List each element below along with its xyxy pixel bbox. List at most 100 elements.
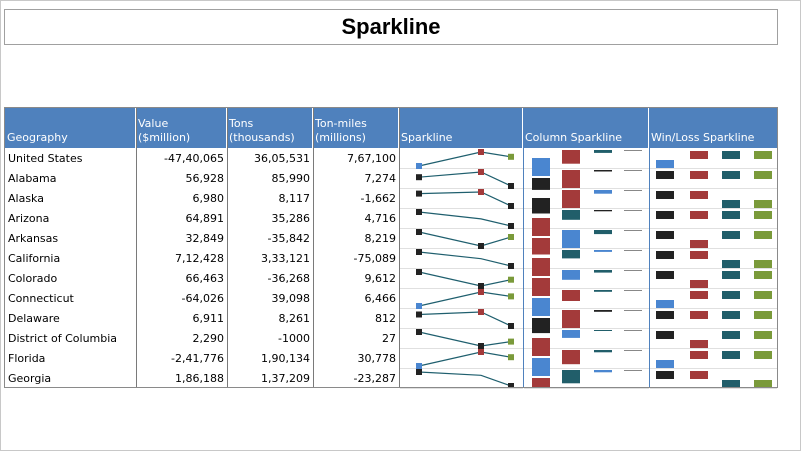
column-sparkline-bar bbox=[532, 198, 550, 214]
sparkline-marker bbox=[508, 323, 514, 329]
header-winloss-sparkline[interactable]: Win/Loss Sparkline bbox=[649, 108, 777, 148]
sparkline-row-divider bbox=[400, 168, 523, 169]
header-geography[interactable]: Geography bbox=[5, 108, 136, 148]
geography-cell[interactable]: Delaware bbox=[8, 312, 60, 325]
geography-cell[interactable]: Florida bbox=[8, 352, 46, 365]
geography-cell[interactable]: District of Columbia bbox=[8, 332, 118, 345]
sparkline-marker bbox=[416, 174, 422, 181]
sparkline-marker bbox=[508, 203, 514, 209]
tons-cell[interactable]: 1,37,209 bbox=[261, 372, 310, 385]
geography-cell[interactable]: Arkansas bbox=[8, 232, 59, 245]
sparkline-row-divider bbox=[650, 308, 777, 309]
winloss-sparkline-bar bbox=[656, 311, 674, 319]
value-cell[interactable]: -47,40,065 bbox=[164, 152, 224, 165]
geography-cell[interactable]: Alabama bbox=[8, 172, 57, 185]
winloss-sparkline-bar bbox=[656, 160, 674, 168]
table-header: Geography Value ($million) Tons (thousan… bbox=[5, 108, 777, 148]
table-row[interactable]: United States -47,40,065 36,05,531 7,67,100 bbox=[5, 149, 777, 169]
tonmiles-cell[interactable]: -1,662 bbox=[360, 192, 396, 205]
table-row[interactable]: Georgia 1,86,188 1,37,209 -23,287 bbox=[5, 369, 777, 389]
tonmiles-cell[interactable]: -75,089 bbox=[353, 252, 396, 265]
value-cell[interactable]: 1,86,188 bbox=[175, 372, 224, 385]
sparkline-row-divider bbox=[650, 388, 777, 389]
table-row[interactable]: District of Columbia 2,290 -1000 27 bbox=[5, 329, 777, 349]
value-cell[interactable]: 2,290 bbox=[192, 332, 225, 345]
table-row[interactable]: Arkansas 32,849 -35,842 8,219 bbox=[5, 229, 777, 249]
winloss-sparkline-bar bbox=[754, 380, 772, 387]
sparkline-row-divider bbox=[524, 348, 649, 349]
value-cell[interactable]: 6,980 bbox=[192, 192, 225, 205]
column-divider bbox=[227, 108, 228, 387]
winloss-sparkline-bar bbox=[690, 351, 708, 359]
tons-cell[interactable]: -36,268 bbox=[267, 272, 310, 285]
winloss-sparkline-bar bbox=[722, 260, 740, 268]
winloss-sparkline-bar bbox=[754, 260, 772, 268]
tons-cell[interactable]: -1000 bbox=[278, 332, 310, 345]
tonmiles-cell[interactable]: 7,274 bbox=[364, 172, 397, 185]
geography-cell[interactable]: Alaska bbox=[8, 192, 44, 205]
header-value[interactable]: Value ($million) bbox=[136, 108, 227, 148]
value-cell[interactable]: 32,849 bbox=[185, 232, 225, 245]
sparkline-marker bbox=[508, 223, 514, 229]
table-row[interactable]: Connecticut -64,026 39,098 6,466 bbox=[5, 289, 777, 309]
geography-cell[interactable]: Colorado bbox=[8, 272, 58, 285]
tons-cell[interactable]: 35,286 bbox=[271, 212, 311, 225]
column-sparkline-bar bbox=[532, 238, 550, 255]
tonmiles-cell[interactable]: 30,778 bbox=[357, 352, 397, 365]
tonmiles-cell[interactable]: 27 bbox=[382, 332, 396, 345]
column-sparkline-bar bbox=[532, 218, 550, 236]
table-row[interactable]: Delaware 6,911 8,261 812 bbox=[5, 309, 777, 329]
winloss-sparkline-bar bbox=[690, 240, 708, 248]
tonmiles-cell[interactable]: 4,716 bbox=[364, 212, 397, 225]
tonmiles-cell[interactable]: 8,219 bbox=[364, 232, 397, 245]
value-cell[interactable]: 7,12,428 bbox=[175, 252, 224, 265]
winloss-sparkline-bar bbox=[656, 251, 674, 259]
table-row[interactable]: Florida -2,41,776 1,90,134 30,778 bbox=[5, 349, 777, 369]
tons-cell[interactable]: -35,842 bbox=[267, 232, 310, 245]
tonmiles-cell[interactable]: 9,612 bbox=[364, 272, 397, 285]
tons-cell[interactable]: 3,33,121 bbox=[261, 252, 310, 265]
value-cell[interactable]: -2,41,776 bbox=[171, 352, 224, 365]
sparkline-row-divider bbox=[400, 228, 523, 229]
geography-cell[interactable]: California bbox=[8, 252, 61, 265]
tonmiles-cell[interactable]: 812 bbox=[375, 312, 396, 325]
table-row[interactable]: California 7,12,428 3,33,121 -75,089 bbox=[5, 249, 777, 269]
tons-cell[interactable]: 85,990 bbox=[271, 172, 311, 185]
sparkline-line bbox=[418, 311, 512, 327]
header-column-sparkline[interactable]: Column Sparkline bbox=[523, 108, 649, 148]
column-sparkline-bar bbox=[532, 298, 550, 316]
geography-cell[interactable]: Arizona bbox=[8, 212, 50, 225]
table-row[interactable]: Alaska 6,980 8,117 -1,662 bbox=[5, 189, 777, 209]
tons-cell[interactable]: 1,90,134 bbox=[261, 352, 310, 365]
column-sparkline-bar bbox=[624, 330, 642, 331]
sparkline-marker bbox=[416, 249, 422, 255]
tons-cell[interactable]: 36,05,531 bbox=[254, 152, 310, 165]
value-cell[interactable]: 64,891 bbox=[185, 212, 225, 225]
tonmiles-cell[interactable]: 6,466 bbox=[364, 292, 397, 305]
geography-cell[interactable]: United States bbox=[8, 152, 83, 165]
value-cell[interactable]: -64,026 bbox=[181, 292, 224, 305]
tons-cell[interactable]: 8,117 bbox=[278, 192, 311, 205]
geography-cell[interactable]: Connecticut bbox=[8, 292, 74, 305]
sparkline-row-divider bbox=[524, 288, 649, 289]
value-cell[interactable]: 66,463 bbox=[185, 272, 225, 285]
winloss-sparkline-bar bbox=[754, 151, 772, 159]
table-row[interactable]: Alabama 56,928 85,990 7,274 bbox=[5, 169, 777, 189]
sparkline-marker bbox=[416, 269, 422, 275]
table-row[interactable]: Arizona 64,891 35,286 4,716 bbox=[5, 209, 777, 229]
table-row[interactable]: Colorado 66,463 -36,268 9,612 bbox=[5, 269, 777, 289]
geography-cell[interactable]: Georgia bbox=[8, 372, 52, 385]
value-cell[interactable]: 56,928 bbox=[185, 172, 225, 185]
winloss-sparkline-bar bbox=[690, 311, 708, 319]
header-tons[interactable]: Tons (thousands) bbox=[227, 108, 313, 148]
winloss-sparkline-bar bbox=[690, 291, 708, 299]
header-tonmiles[interactable]: Ton-miles (millions) bbox=[313, 108, 399, 148]
tonmiles-cell[interactable]: -23,287 bbox=[353, 372, 396, 385]
header-sparkline[interactable]: Sparkline bbox=[399, 108, 523, 148]
tons-cell[interactable]: 8,261 bbox=[278, 312, 311, 325]
tonmiles-cell[interactable]: 7,67,100 bbox=[347, 152, 396, 165]
sparkline-marker bbox=[478, 349, 484, 355]
header-tonmiles-unit: (millions) bbox=[315, 131, 366, 144]
tons-cell[interactable]: 39,098 bbox=[271, 292, 311, 305]
value-cell[interactable]: 6,911 bbox=[192, 312, 225, 325]
